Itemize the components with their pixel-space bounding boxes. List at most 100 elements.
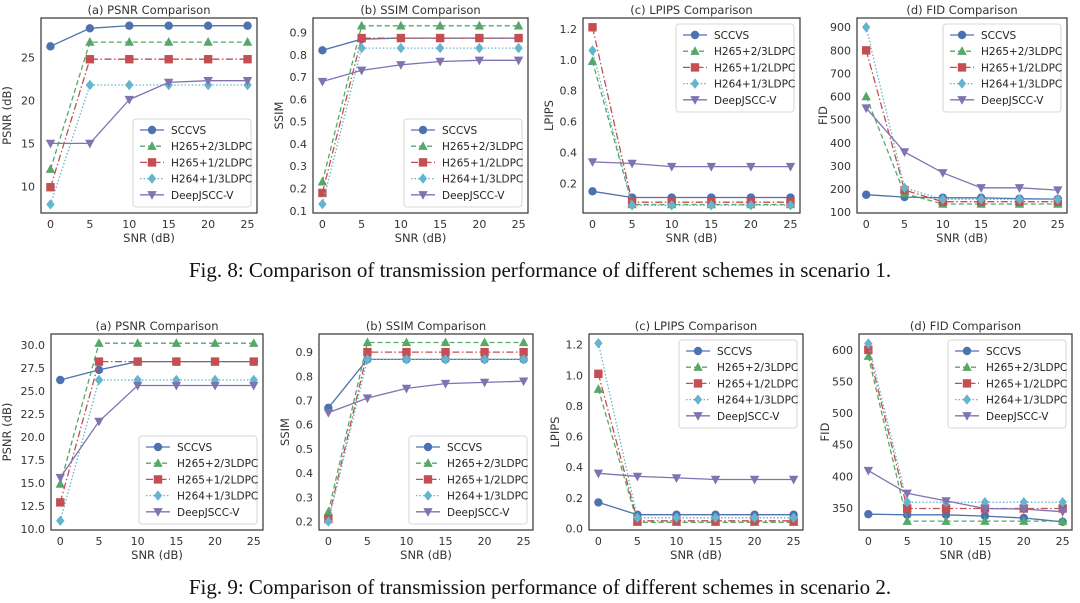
x-tick-label: 5 [358,218,365,231]
y-tick-label: 0.2 [566,492,584,505]
legend-item: H265+2/3LDPC [950,46,1062,58]
x-axis-label: SNR (dB) [940,548,992,562]
y-tick-label: 400 [830,137,851,150]
legend-item: H265+1/2LDPC [146,474,258,486]
data-point [863,351,874,360]
plot-area [45,21,253,210]
legend-item: DeepJSCC-V [686,411,780,423]
chart-title: (c) LPIPS Comparison [635,319,757,333]
y-tick-label: 17.5 [21,454,46,467]
data-point [1053,186,1063,196]
data-point [938,169,948,178]
x-tick-label: 0 [57,535,64,548]
legend-label: H265+1/2LDPC [714,62,795,74]
data-point [861,91,871,101]
data-point [633,512,642,523]
y-tick-label: 0.5 [296,443,314,456]
x-tick-label: 10 [131,535,145,548]
data-point [56,375,65,385]
legend-marker [957,30,967,40]
data-point [588,23,597,32]
series-line [868,513,1063,523]
legend-label: H265+2/3LDPC [447,458,528,470]
y-tick-label: 0.7 [296,395,314,408]
legend-label: H264+1/3LDPC [447,491,528,503]
data-point [124,95,134,105]
data-point [1014,184,1025,193]
data-point [164,37,174,46]
y-tick-label: 500 [830,114,851,127]
y-tick-label: 1.2 [560,23,578,36]
x-tick-label: 5 [95,535,102,548]
data-point [402,347,411,357]
legend-marker [693,412,703,421]
series-line [328,380,524,414]
figure-8-caption: Fig. 8: Comparison of transmission perfo… [188,258,892,282]
data-point [480,347,489,357]
series-line [867,349,1063,510]
series-line [327,351,524,520]
series-line [867,355,1063,522]
legend-box [138,435,258,525]
data-point [94,374,104,386]
data-point [46,199,55,210]
data-point [594,369,603,379]
data-point [976,184,986,193]
data-point [401,337,412,347]
data-point [518,337,529,347]
data-point [1019,505,1029,515]
plot-frame [312,17,529,214]
data-point [941,497,951,506]
x-tick-label: 5 [634,535,641,548]
x-tick-label: 20 [748,535,762,548]
chart-panel: (a) PSNR Comparison 0 5 10 15 20 25 SNR (dB) 10.… [0,319,264,562]
x-tick-label: 15 [974,218,988,231]
legend-item: H264+1/3LDPC [416,490,528,503]
series-line [49,41,248,170]
series-line [321,37,519,194]
data-point [902,496,912,508]
data-point [210,338,220,347]
x-tick-label: 10 [665,218,679,231]
data-point [788,475,799,485]
legend-item: H265+2/3LDPC [411,141,523,153]
legend-marker [962,379,972,388]
chart-title: (d) FID Comparison [906,3,1017,17]
legend-marker [153,442,163,452]
data-point [1058,496,1067,508]
data-point [980,496,990,508]
data-point [323,506,334,516]
legend-label: H264+1/3LDPC [986,395,1067,407]
legend-item: H265+1/2LDPC [950,62,1062,74]
data-point [125,21,134,30]
data-point [587,56,598,66]
data-point [746,200,756,211]
legend-label: DeepJSCC-V [177,507,240,519]
data-point [594,498,603,507]
legend-item: H264+1/3LDPC [140,173,252,186]
x-tick-label: 0 [863,218,870,231]
data-point [441,347,450,357]
x-tick-label: 20 [1017,535,1031,548]
data-point [249,338,259,347]
data-point [861,22,871,33]
series-line [865,96,1058,205]
legend: SCCVS H265+2/3LDPC H265+1/2LDPC H264+1/3LDP… [678,339,798,429]
data-point [85,79,95,91]
legend-item: H265+1/2LDPC [140,157,252,169]
legend-label: H265+2/3LDPC [442,141,523,153]
y-tick-label: 0.7 [290,71,308,84]
series-line [59,360,254,503]
series-line [866,194,1058,200]
x-tick-label: 25 [787,535,801,548]
data-point [435,33,445,43]
data-point [85,139,95,149]
legend-marker [147,158,157,167]
data-point [203,21,213,30]
x-tick-label: 20 [744,218,758,231]
x-tick-label: 0 [865,535,872,548]
y-tick-label: 1.0 [566,369,584,382]
legend-label: SCCVS [447,442,483,454]
data-point [672,512,681,523]
x-tick-label: 10 [669,535,683,548]
